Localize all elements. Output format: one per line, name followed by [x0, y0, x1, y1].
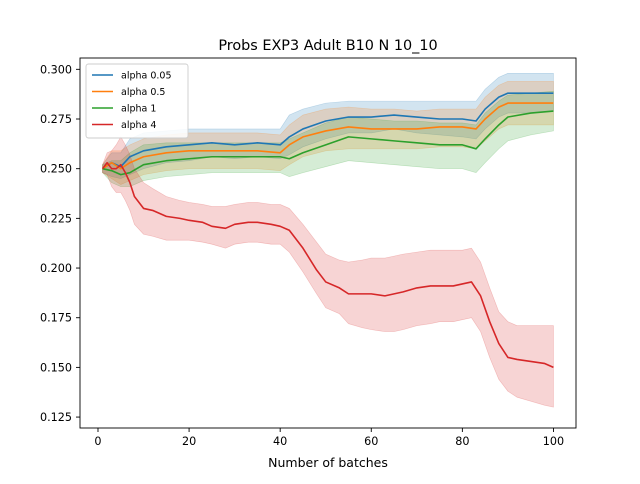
series-line-alpha-0-05 [102, 92, 554, 170]
x-tick-label: 20 [182, 435, 196, 448]
y-tick-label: 0.250 [40, 163, 72, 176]
y-tick-label: 0.175 [40, 312, 72, 325]
y-tick-label: 0.150 [40, 361, 72, 374]
x-tick-label: 40 [273, 435, 287, 448]
chart-title: Probs EXP3 Adult B10 N 10_10 [218, 38, 437, 54]
legend-label-alpha-1: alpha 1 [121, 104, 156, 115]
band-alpha-4 [102, 136, 554, 408]
series-line-alpha-4 [101, 161, 554, 369]
legend-label-alpha-0-05: alpha 0.05 [121, 71, 172, 82]
legend-label-alpha-4: alpha 4 [121, 120, 156, 131]
series-lines [101, 92, 554, 369]
legend: alpha 0.05 alpha 0.5 alpha 1 alpha 4 [85, 63, 189, 139]
x-tick-label: 80 [455, 435, 469, 448]
confidence-bands [102, 73, 554, 408]
y-tick-label: 0.200 [40, 262, 72, 275]
x-tick-label: 0 [94, 435, 101, 448]
band-alpha-0-5 [102, 80, 554, 185]
legend-box [85, 63, 189, 139]
x-tick-label: 60 [364, 435, 378, 448]
y-tick-label: 0.125 [40, 411, 72, 424]
y-tick-label: 0.300 [40, 63, 72, 76]
y-tick-label: 0.225 [40, 212, 72, 225]
series-line-alpha-0-5 [102, 102, 554, 170]
axes: 0 20 40 60 80 100 0.125 0.150 0.175 0.200 0.225 0.2… [40, 57, 577, 448]
plot-frame [79, 57, 577, 429]
x-axis-label: Number of batches [268, 455, 388, 470]
legend-label-alpha-0-5: alpha 0.5 [121, 87, 165, 98]
x-tick-label: 100 [543, 435, 564, 448]
series-line-alpha-1 [102, 110, 554, 176]
y-tick-label: 0.275 [40, 113, 72, 126]
